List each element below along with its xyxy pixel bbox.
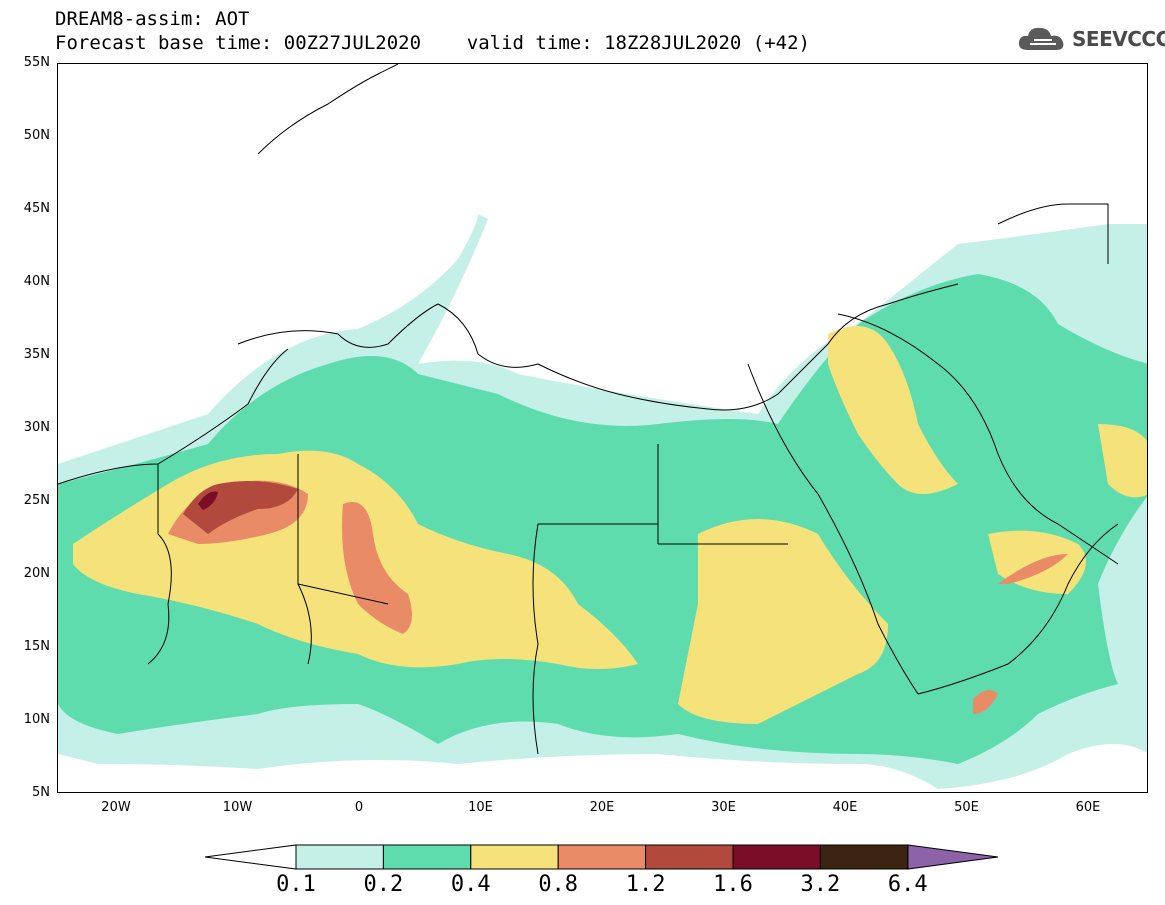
aot-band-yellow-east (678, 519, 888, 724)
lat-label: 20N (23, 566, 50, 581)
lon-label: 10E (468, 800, 493, 815)
seevccc-logo: SEEVCCC (1016, 22, 1165, 56)
lat-label: 40N (23, 274, 50, 289)
lon-label: 0 (354, 800, 364, 815)
lat-label: 45N (23, 201, 50, 216)
colorbar-segment (819, 844, 909, 870)
colorbar-segment (557, 844, 647, 870)
aot-band-orange-oman (998, 554, 1068, 584)
colorbar-under-arrow (205, 844, 297, 870)
lat-label: 15N (23, 639, 50, 654)
lon-label: 10W (222, 800, 253, 815)
aot-band-orange-somalia (973, 690, 998, 714)
aot-band-orange-mali (342, 502, 412, 634)
lon-label: 60E (1075, 800, 1101, 815)
lon-label: 20W (101, 800, 131, 815)
lat-label: 30N (23, 420, 50, 435)
colorbar-label: 1.2 (625, 872, 666, 897)
colorbar-over-arrow (907, 844, 999, 870)
colorbar-segment (732, 844, 821, 870)
aot-band-darkred-core (198, 491, 218, 510)
colorbar-label: 0.8 (538, 872, 579, 897)
aot-band-yellow-right (1098, 424, 1147, 498)
colorbar-segment (295, 844, 384, 870)
lon-label: 50E (954, 800, 979, 815)
lon-label: 20E (589, 800, 615, 815)
colorbar-label: 1.6 (713, 872, 753, 897)
forecast-time-line: Forecast base time: 00Z27JUL2020 valid t… (55, 32, 810, 54)
lon-label: 40E (832, 800, 858, 815)
colorbar-label: 0.1 (276, 872, 316, 897)
logo-text: SEEVCCC (1072, 27, 1165, 51)
lat-label: 50N (23, 128, 50, 143)
cloud-icon (1018, 27, 1064, 50)
colorbar-label: 0.2 (363, 872, 404, 897)
colorbar-segment (470, 844, 559, 870)
colorbar-label: 6.4 (887, 872, 928, 897)
lat-label: 25N (23, 493, 50, 508)
lat-label: 55N (23, 55, 50, 70)
map-area (57, 63, 1148, 793)
colorbar-segment (645, 844, 734, 870)
coastline-overlay (58, 64, 1119, 755)
aot-map (58, 214, 1147, 789)
aot-band-yellow-arabia (828, 326, 958, 494)
colorbar-label: 0.4 (450, 872, 491, 897)
lat-label: 10N (23, 712, 50, 727)
lat-label: 35N (23, 347, 50, 362)
colorbar-segment (382, 844, 472, 870)
lon-label: 30E (711, 800, 736, 815)
colorbar-label: 3.2 (800, 872, 841, 897)
lat-label: 5N (32, 785, 50, 800)
map-title: DREAM8-assim: AOT (55, 8, 250, 30)
colorbar (205, 844, 999, 870)
